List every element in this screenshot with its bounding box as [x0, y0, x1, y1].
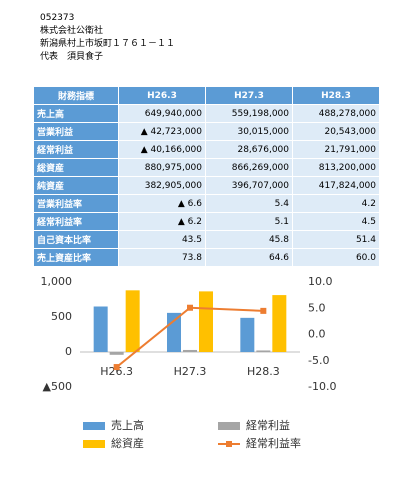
chart: ▲500 0 500 1,000 -10.0 -5.0 0.0 5.0 10.0 H26.3 H27… [41, 275, 337, 450]
cell: 30,015,000 [205, 122, 293, 141]
table-row: 営業利益率 ▲ 6.6 5.4 4.2 [33, 194, 380, 213]
header-line: 052373 [40, 13, 75, 23]
cell: 396,707,000 [205, 176, 293, 195]
row-label: 営業利益 [33, 122, 119, 141]
bar [199, 291, 213, 352]
legend-label: 総資産 [111, 436, 144, 450]
y2-tick-label: -5.0 [308, 354, 329, 367]
y-tick-label: 500 [51, 310, 72, 323]
financial-table: 財務指標 H26.3 H27.3 H28.3 売上高 649,940,000 559,198… [33, 86, 380, 267]
line-marker [187, 304, 193, 311]
table-row: 売上高 649,940,000 559,198,000 488,278,000 [33, 104, 380, 123]
cell: ▲ 6.2 [118, 212, 206, 231]
x-tick-label: H26.3 [100, 365, 133, 378]
y2-tick-label: 0.0 [308, 328, 326, 341]
x-tick-label: H27.3 [174, 365, 207, 378]
row-label: 総資産 [33, 158, 119, 177]
row-label: 経常利益率 [33, 212, 119, 231]
table-row: 自己資本比率 43.5 45.8 51.4 [33, 230, 380, 249]
column-header: H26.3 [118, 86, 206, 105]
table-row: 経常利益 ▲ 40,166,000 28,676,000 21,791,000 [33, 140, 380, 159]
cell: 51.4 [292, 230, 380, 249]
legend-swatch [83, 422, 105, 430]
cell: 21,791,000 [292, 140, 380, 159]
y2-tick-label: 10.0 [308, 275, 333, 288]
cell: ▲ 42,723,000 [118, 122, 206, 141]
cell: 43.5 [118, 230, 206, 249]
cell: 417,824,000 [292, 176, 380, 195]
cell: 866,269,000 [205, 158, 293, 177]
legend-label: 売上高 [111, 418, 144, 432]
bar [183, 349, 197, 352]
table-row: 経常利益率 ▲ 6.2 5.1 4.5 [33, 212, 380, 231]
row-label: 売上資産比率 [33, 248, 119, 267]
y-tick-label: ▲500 [43, 380, 72, 393]
legend-label: 経常利益 [246, 418, 290, 432]
cell: 559,198,000 [205, 104, 293, 123]
column-header: H27.3 [205, 86, 293, 105]
row-label: 営業利益率 [33, 194, 119, 213]
cell: 64.6 [205, 248, 293, 267]
header-line: 代表 須貝食子 [40, 52, 104, 62]
bar [256, 350, 271, 352]
table-row: 純資産 382,905,000 396,707,000 417,824,000 [33, 176, 380, 195]
header-line: 株式会社公衛社 [40, 26, 104, 36]
cell: 73.8 [118, 248, 206, 267]
row-label: 経常利益 [33, 140, 119, 159]
bar [167, 312, 181, 352]
cell: 20,543,000 [292, 122, 380, 141]
x-tick-label: H28.3 [247, 365, 280, 378]
cell: 4.5 [292, 212, 380, 231]
legend-swatch [83, 440, 105, 448]
legend-swatch [218, 422, 240, 430]
legend-label: 経常利益率 [246, 436, 301, 450]
row-label: 純資産 [33, 176, 119, 195]
legend-marker [226, 441, 232, 447]
cell: 28,676,000 [205, 140, 293, 159]
table-row: 総資産 880,975,000 866,269,000 813,200,000 [33, 158, 380, 177]
table-row: 営業利益 ▲ 42,723,000 30,015,000 20,543,000 [33, 122, 380, 141]
cell: 60.0 [292, 248, 380, 267]
cell: 4.2 [292, 194, 380, 213]
cell: 5.1 [205, 212, 293, 231]
header: 052373 株式会社公衛社新潟県村上市坂町１７６１－１１ 代表 須貝食子 [40, 12, 175, 64]
column-header: H28.3 [292, 86, 380, 105]
bar [272, 295, 287, 352]
line-marker [113, 364, 120, 371]
cell: 488,278,000 [292, 104, 380, 123]
bar [109, 352, 124, 355]
bar [125, 290, 140, 352]
header-row: 財務指標 H26.3 H27.3 H28.3 [33, 86, 380, 105]
row-label: 売上高 [33, 104, 119, 123]
header-line: 新潟県村上市坂町１７６１－１１ [40, 39, 176, 49]
bar [93, 306, 108, 352]
row-label: 自己資本比率 [33, 230, 119, 249]
cell: 45.8 [205, 230, 293, 249]
table-row: 売上資産比率 73.8 64.6 60.0 [33, 248, 380, 267]
cell: ▲ 6.6 [118, 194, 206, 213]
cell: 880,975,000 [118, 158, 206, 177]
line-marker [260, 307, 267, 314]
cell: 5.4 [205, 194, 293, 213]
cell: 649,940,000 [118, 104, 206, 123]
y2-tick-label: 5.0 [308, 301, 326, 314]
cell: ▲ 40,166,000 [118, 140, 206, 159]
y-tick-label: 0 [65, 345, 72, 358]
cell: 382,905,000 [118, 176, 206, 195]
column-header: 財務指標 [33, 86, 119, 105]
y-tick-label: 1,000 [41, 275, 73, 288]
cell: 813,200,000 [292, 158, 380, 177]
y2-tick-label: -10.0 [308, 380, 336, 393]
bar [240, 317, 255, 352]
